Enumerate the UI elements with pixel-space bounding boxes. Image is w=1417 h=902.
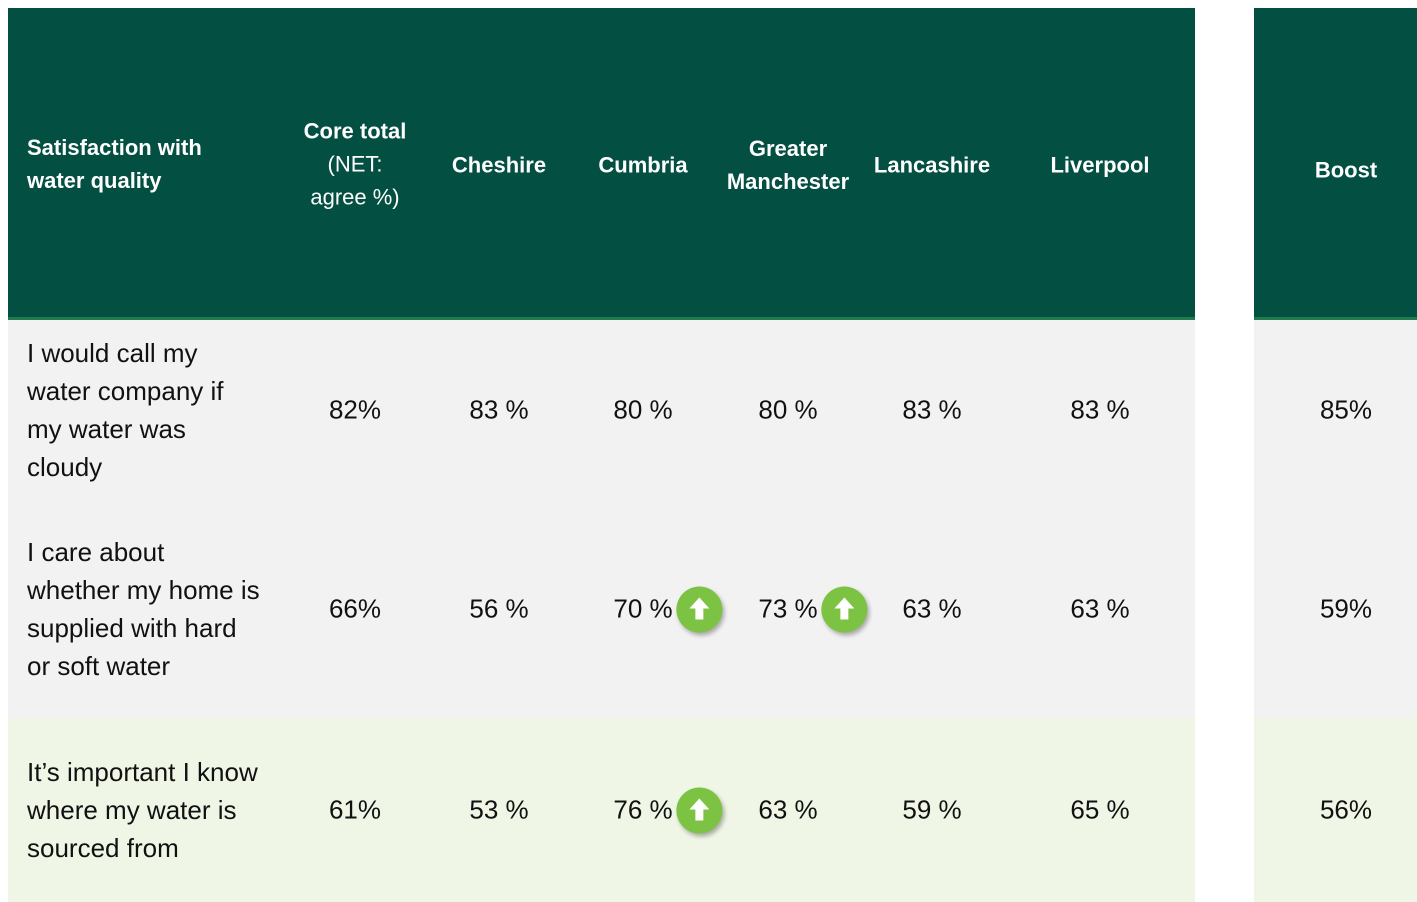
header-label: Satisfaction with water quality (27, 135, 202, 193)
region-header: Cumbria (598, 152, 688, 178)
region-header: Liverpool (1050, 152, 1150, 178)
arrow-glyph (689, 798, 710, 820)
row-label: I care about whether my home is supplied… (27, 537, 260, 681)
region-value: 83 % (1070, 394, 1130, 425)
core-value: 61% (328, 794, 382, 825)
boost-row-bg (1254, 718, 1417, 902)
region-value: 56 % (469, 593, 529, 624)
region-value: 76 % (613, 787, 723, 833)
arrow-glyph (834, 597, 855, 619)
region-header: Lancashire (873, 152, 991, 178)
region-value: 63 % (1070, 593, 1130, 624)
region-value: 63 % (758, 794, 818, 825)
region-header: Greater Manchester (726, 136, 850, 194)
boost-value: 56% (1319, 794, 1373, 825)
region-header: Cheshire (451, 152, 547, 178)
header-bar (8, 8, 1195, 320)
region-value: 53 % (469, 794, 529, 825)
row-bg (8, 320, 1195, 500)
core-title: Core total (303, 118, 407, 144)
region-value: 65 % (1070, 794, 1130, 825)
core-value: 82% (328, 394, 382, 425)
boost-header: Boost (1314, 157, 1378, 183)
boost-row-bg (1254, 500, 1417, 718)
core-header: Core total (NET: agree %) (300, 115, 410, 214)
boost-value: 59% (1319, 593, 1373, 624)
region-value: 83 % (902, 394, 962, 425)
up-arrow-icon (676, 787, 723, 833)
core-value: 66% (328, 593, 382, 624)
region-value: 70 % (613, 586, 723, 632)
up-arrow-icon (676, 586, 723, 632)
boost-value: 85% (1319, 394, 1373, 425)
region-value: 80 % (613, 394, 673, 425)
region-value: 83 % (469, 394, 529, 425)
row-bg (8, 718, 1195, 902)
row-label: I would call my water company if my wate… (27, 338, 224, 482)
region-value: 80 % (758, 394, 818, 425)
region-value: 63 % (902, 593, 962, 624)
arrow-glyph (689, 597, 710, 619)
up-arrow-icon (821, 586, 868, 632)
core-note: (NET: agree %) (310, 151, 400, 210)
region-value: 59 % (902, 794, 962, 825)
boost-header-bar (1254, 8, 1417, 320)
boost-row-bg (1254, 320, 1417, 500)
region-value: 73 % (758, 586, 868, 632)
row-bg (8, 500, 1195, 718)
row-label: It’s important I know where my water is … (27, 757, 258, 863)
